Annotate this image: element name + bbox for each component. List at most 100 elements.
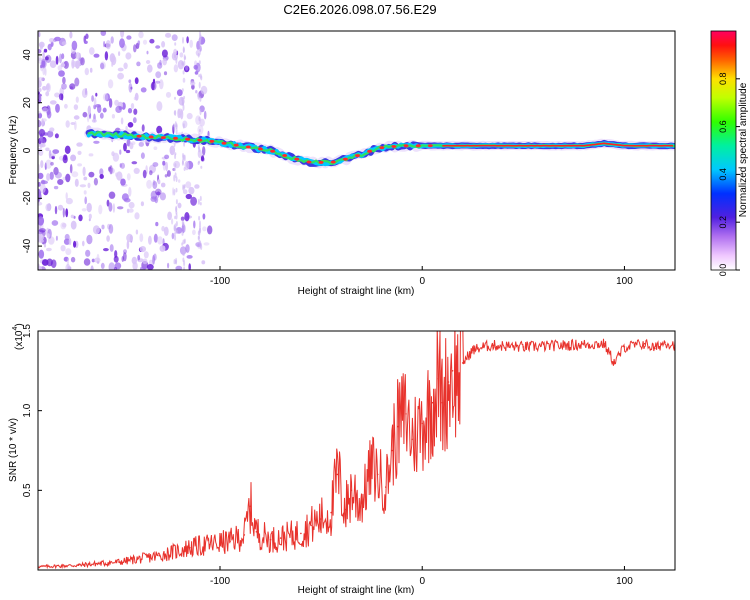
noise-blob [88,171,95,178]
noise-blob [42,118,47,122]
noise-blob [85,249,91,257]
noise-blob [155,188,162,196]
noise-blob [54,92,61,98]
noise-blob [38,163,41,174]
noise-blob [45,203,51,212]
noise-blob [52,149,60,155]
noise-blob [39,183,46,194]
snr-point [376,473,379,476]
noise-streak [174,152,177,156]
noise-blob [126,173,131,181]
noise-blob [80,57,85,66]
noise-blob [40,160,44,169]
noise-streak [199,202,202,206]
noise-blob [64,145,71,154]
snr-point [391,449,393,452]
noise-blob [38,249,45,259]
noise-blob [128,79,132,84]
snr-point [472,349,474,351]
noise-blob [74,77,80,87]
noise-blob [57,204,64,211]
noise-streak [182,152,184,159]
noise-blob [96,253,100,262]
noise-streak [174,215,177,220]
noise-blob [119,38,125,49]
ridge-peak [160,136,166,140]
noise-streak [197,53,200,58]
noise-blob [133,108,138,115]
noise-blob [87,105,92,115]
snr-point [320,518,322,520]
bottom-y-tick-label: 0.5 [22,483,33,497]
ridge-peak [233,143,239,147]
noise-blob [77,150,82,155]
top-x-tick-label: 0 [419,276,425,287]
noise-blob [63,238,71,245]
noise-blob [42,86,47,91]
noise-blob [162,160,166,166]
noise-streak [173,188,176,196]
noise-blob [55,235,58,241]
snr-point [482,346,484,348]
noise-blob [184,160,190,171]
snr-point [158,554,161,557]
noise-streak [175,124,178,130]
bottom-plot-frame [37,330,676,571]
ridge-peak [185,137,191,141]
noise-streak [183,154,186,162]
noise-blob [102,93,109,101]
noise-blob [71,59,75,69]
noise-streak [199,195,202,202]
noise-blob [50,161,54,166]
y-multiplier-base: (x10 [14,330,25,350]
noise-streak [183,238,186,244]
noise-blob [142,39,148,45]
noise-blob [93,140,100,144]
snr-point [643,342,646,345]
colorbar-tick-label: 0.2 [718,216,728,229]
noise-blob [103,40,106,48]
colorbar-tick-label: 0.0 [718,264,728,277]
noise-blob [126,240,130,250]
noise-streak [198,60,201,65]
ridge-peak [415,144,421,148]
noise-blob [85,33,89,40]
noise-blob [88,153,94,157]
noise-blob [109,165,113,175]
noise-blob [159,79,164,90]
noise-blob [43,48,48,53]
noise-blob [49,171,54,180]
noise-streak [175,127,178,135]
noise-blob [54,171,62,179]
noise-streak [175,205,178,212]
noise-blob [184,212,190,222]
noise-blob [90,265,94,270]
noise-blob [65,197,73,205]
noise-blob [38,172,44,180]
noise-blob [171,232,175,240]
ridge-peak [221,141,227,145]
snr-point [77,564,80,566]
noise-blob [102,107,107,113]
noise-blob [149,170,153,176]
noise-streak [173,259,176,265]
noise-blob [64,103,68,109]
noise-blob [95,92,98,97]
top-y-ticks: -40 -20 0 20 40 [22,49,42,253]
ridge-peak [330,160,336,164]
noise-blob [133,44,137,53]
noise-blob [123,62,128,70]
top-y-axis-label: Frequency (Hz) [8,116,19,185]
noise-blob [75,52,81,60]
noise-streak [198,215,201,221]
noise-streak [199,96,202,102]
noise-blob [171,34,178,41]
noise-blob [185,65,189,71]
noise-blob [139,233,144,243]
ridge-peak [318,160,324,164]
noise-streak [183,248,186,253]
noise-streak [173,123,175,128]
snr-point [623,346,626,348]
noise-streak [175,220,178,227]
noise-blob [140,266,146,270]
